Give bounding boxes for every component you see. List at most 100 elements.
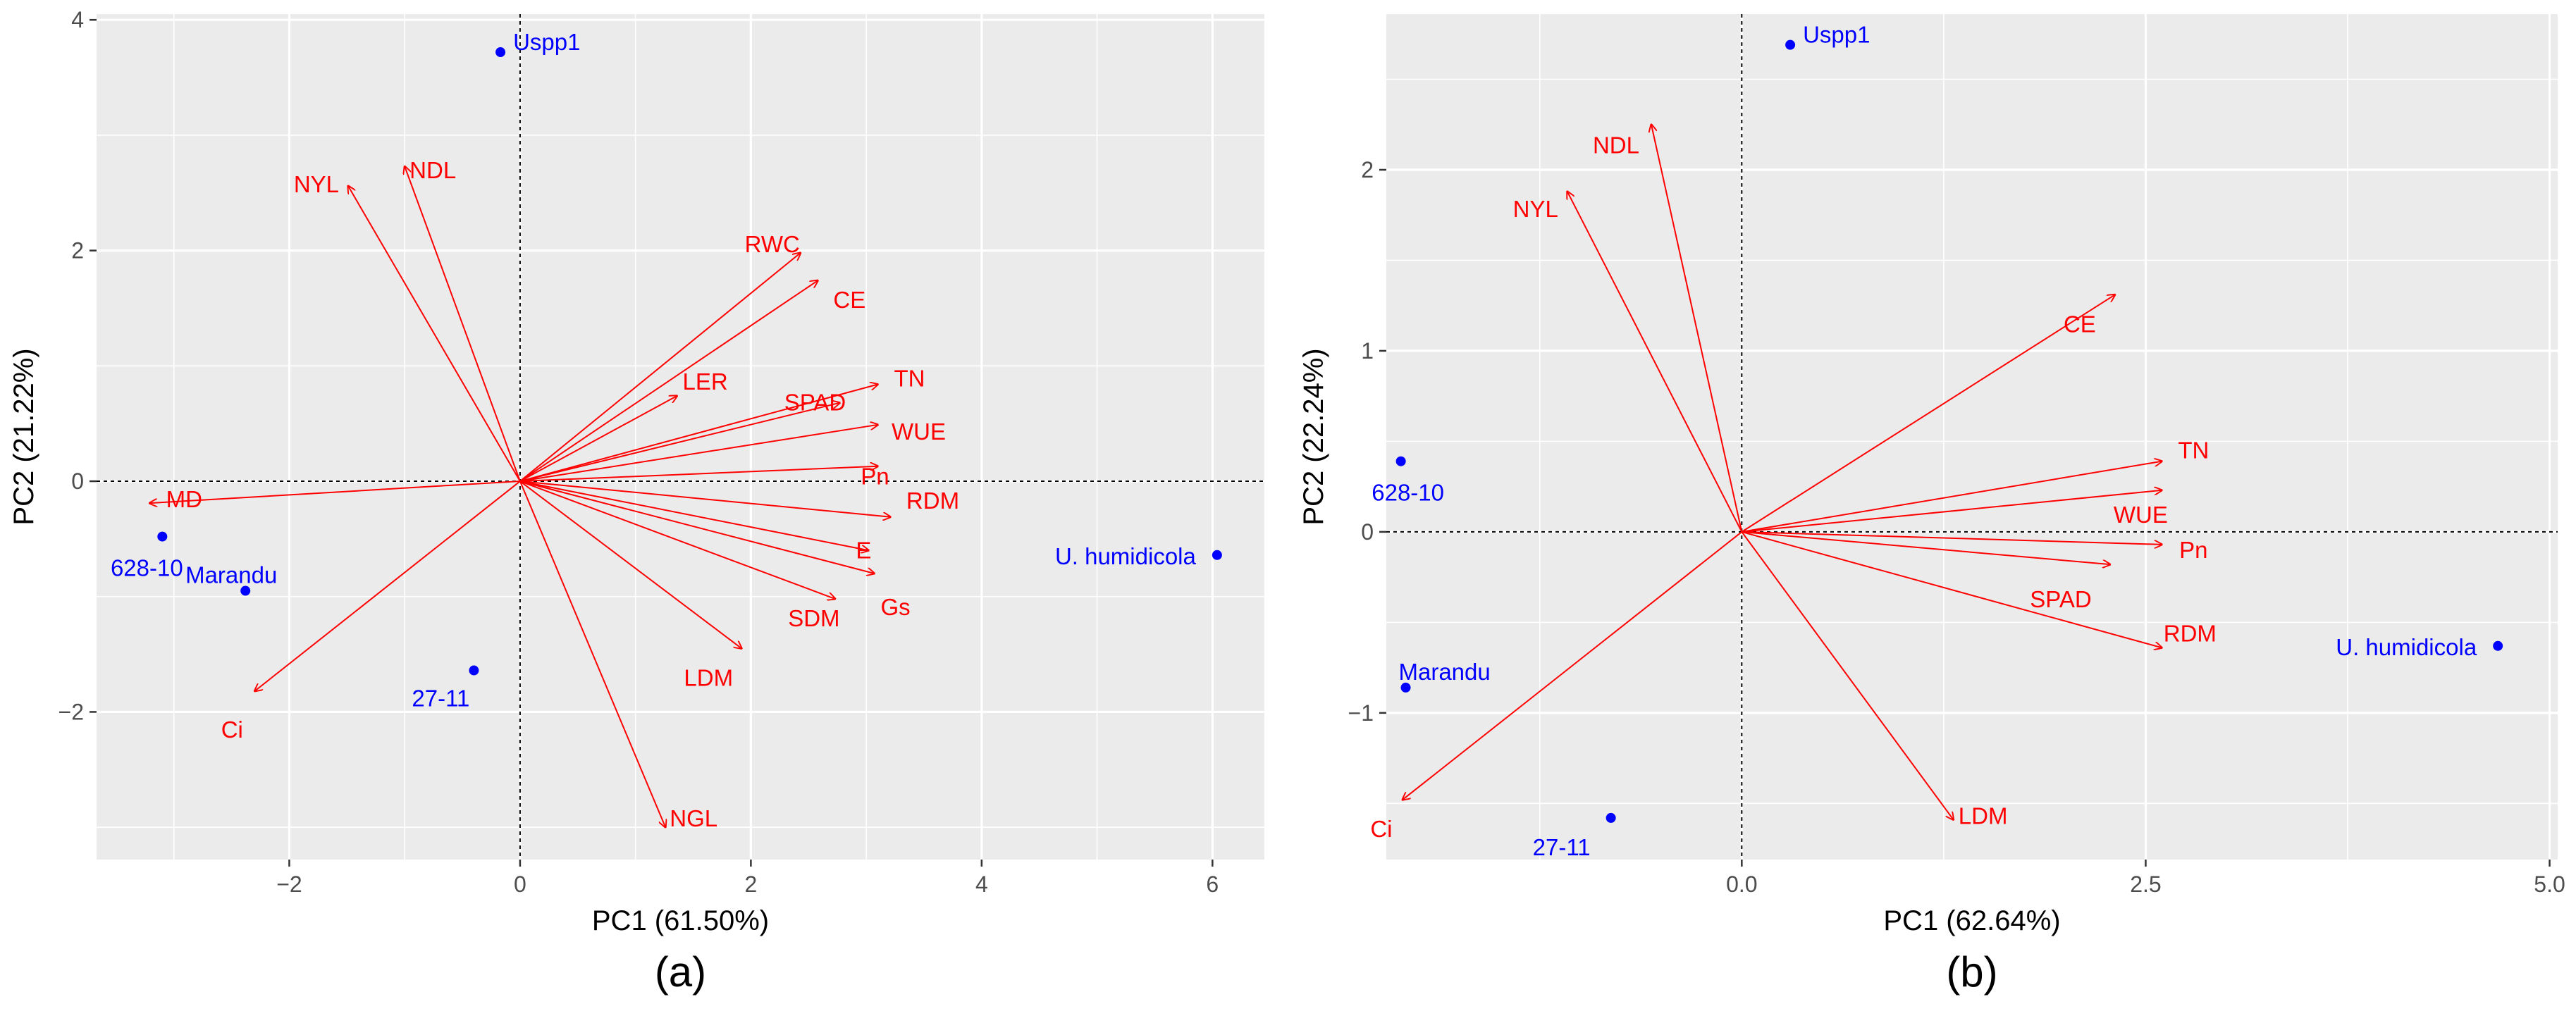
- vector-label-spad: SPAD: [2030, 586, 2091, 612]
- vector-arrow-spad: [519, 403, 840, 482]
- vector-arrow-ldm: [1741, 531, 1953, 820]
- point-marandu: [240, 585, 251, 596]
- point-27-11: [469, 665, 479, 676]
- vector-arrow-ci: [254, 480, 521, 691]
- point-u-humidicola: [1212, 550, 1222, 560]
- y-tick-label: 2: [1361, 157, 1374, 182]
- point-label-628-10: 628-10: [111, 555, 183, 581]
- vector-arrow-nyl: [348, 186, 521, 482]
- vector-label-pn: Pn: [861, 464, 889, 490]
- vector-label-ldm: LDM: [684, 664, 733, 690]
- point-uspp1: [495, 47, 506, 58]
- point-u-humidicola: [2493, 640, 2503, 651]
- vector-arrow-rwc: [519, 253, 801, 482]
- y-tick-label: 0: [71, 469, 84, 494]
- vector-label-tn: TN: [2178, 438, 2209, 464]
- vector-arrow-tn: [1742, 461, 2162, 533]
- panel-caption: (a): [655, 948, 706, 996]
- x-axis-title: PC1 (62.64%): [1883, 905, 2060, 936]
- vector-label-tn: TN: [894, 366, 925, 392]
- vector-label-nyl: NYL: [1513, 196, 1558, 222]
- y-tick-label: −2: [58, 699, 84, 724]
- vector-label-rwc: RWC: [745, 231, 800, 257]
- panel-background: [97, 14, 1264, 860]
- point-uspp1: [1785, 39, 1796, 50]
- vector-arrow-sdm: [519, 480, 835, 599]
- panel-caption: (b): [1946, 948, 1997, 996]
- y-axis-title: PC2 (21.22%): [8, 348, 39, 525]
- vector-arrow-ndl: [1651, 125, 1743, 533]
- x-tick-label: −2: [276, 872, 302, 897]
- vector-label-rdm: RDM: [2164, 620, 2217, 646]
- vector-label-ngl: NGL: [670, 805, 717, 831]
- x-tick-label: 2.5: [2130, 872, 2161, 897]
- x-tick-label: 6: [1206, 872, 1219, 897]
- vector-arrow-pn: [1742, 531, 2162, 545]
- vector-arrow-ldm: [519, 480, 741, 648]
- y-tick-label: 0: [1361, 519, 1374, 545]
- vector-arrow-ler: [519, 396, 677, 482]
- point-label-uspp1: Uspp1: [513, 29, 580, 55]
- vector-arrow-rdm: [1742, 531, 2162, 647]
- vector-arrow-e: [519, 480, 868, 550]
- vector-label-gs: Gs: [880, 594, 910, 620]
- point-label-u-humidicola: U. humidicola: [2336, 634, 2477, 660]
- vector-arrow-md: [149, 480, 520, 503]
- point-628-10: [157, 531, 168, 542]
- vector-arrow-ci: [1403, 531, 1742, 800]
- vector-arrow-pn: [519, 466, 878, 483]
- y-tick-label: −1: [1348, 700, 1374, 726]
- y-tick-label: 4: [71, 7, 84, 32]
- panel-background: [1386, 14, 2558, 860]
- point-label-marandu: Marandu: [185, 562, 277, 588]
- point-marandu: [1400, 682, 1411, 693]
- point-label-u-humidicola: U. humidicola: [1055, 543, 1197, 569]
- vector-label-sdm: SDM: [788, 605, 839, 631]
- vector-label-ndl: NDL: [409, 157, 456, 183]
- x-tick-label: 0.0: [1726, 872, 1757, 897]
- vector-label-pn: Pn: [2179, 537, 2207, 563]
- biplot-panel-b: 0.0 2.5 5.0 −1 0 1 2 NDL NYL CE TN WUE Pn SPAD RDM LDM C…: [1298, 14, 2565, 996]
- vector-label-ci: Ci: [1370, 816, 1392, 842]
- point-label-27-11: 27-11: [1533, 834, 1591, 860]
- point-27-11: [1606, 812, 1616, 823]
- point-label-628-10: 628-10: [1372, 480, 1444, 506]
- x-tick-label: 2: [744, 872, 757, 897]
- point-label-marandu: Marandu: [1399, 659, 1491, 685]
- vector-label-ci: Ci: [221, 717, 243, 743]
- vector-label-ce: CE: [833, 287, 865, 313]
- vector-label-rdm: RDM: [906, 488, 959, 514]
- vector-label-spad: SPAD: [784, 390, 846, 416]
- vector-arrow-wue: [1742, 490, 2162, 533]
- vector-arrow-tn: [519, 385, 878, 482]
- y-tick-label: 1: [1361, 338, 1374, 364]
- vector-arrow-spad: [1742, 531, 2110, 564]
- point-628-10: [1395, 456, 1406, 466]
- vector-label-ndl: NDL: [1593, 132, 1639, 159]
- y-axis-title: PC2 (22.24%): [1298, 348, 1329, 525]
- vector-label-nyl: NYL: [294, 171, 339, 197]
- x-tick-label: 4: [975, 872, 988, 897]
- vector-arrow-wue: [519, 425, 878, 483]
- vector-arrow-ndl: [405, 166, 521, 482]
- vector-label-wue: WUE: [892, 418, 946, 445]
- vector-label-wue: WUE: [2114, 502, 2168, 528]
- y-tick-label: 2: [71, 238, 84, 264]
- vector-label-ldm: LDM: [1959, 802, 2008, 829]
- vector-arrow-gs: [519, 480, 875, 574]
- x-axis-title: PC1 (61.50%): [592, 905, 769, 936]
- vector-label-md: MD: [166, 486, 202, 512]
- vector-arrow-rdm: [519, 480, 891, 517]
- x-tick-label: 5.0: [2534, 872, 2565, 897]
- vector-label-ler: LER: [682, 368, 727, 395]
- point-label-27-11: 27-11: [412, 686, 469, 712]
- vector-arrow-ce: [519, 280, 818, 482]
- vector-label-ce: CE: [2064, 311, 2096, 337]
- point-label-uspp1: Uspp1: [1803, 22, 1870, 48]
- vector-arrow-ngl: [519, 480, 665, 827]
- vector-label-e: E: [856, 537, 871, 563]
- vector-arrow-ce: [1741, 294, 2115, 533]
